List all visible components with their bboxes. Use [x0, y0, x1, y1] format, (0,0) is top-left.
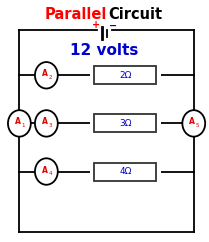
- Text: 4Ω: 4Ω: [119, 167, 131, 176]
- Bar: [94, 163, 156, 181]
- Text: A: A: [15, 117, 21, 127]
- Text: 1: 1: [21, 123, 25, 128]
- Text: Circuit: Circuit: [109, 7, 163, 22]
- Circle shape: [8, 110, 31, 137]
- Text: +: +: [92, 21, 100, 30]
- Bar: [94, 66, 156, 84]
- Bar: [182, 110, 205, 137]
- Bar: [35, 62, 58, 89]
- Text: A: A: [42, 117, 48, 127]
- Bar: [90, 66, 161, 84]
- Circle shape: [35, 62, 58, 89]
- Bar: [35, 158, 58, 185]
- Text: A: A: [42, 69, 48, 78]
- Bar: [90, 114, 161, 132]
- Text: 2: 2: [48, 75, 52, 80]
- Circle shape: [182, 110, 205, 137]
- Circle shape: [35, 158, 58, 185]
- Circle shape: [35, 110, 58, 137]
- Text: A: A: [42, 166, 48, 174]
- Text: 3: 3: [48, 123, 52, 128]
- Bar: [90, 163, 161, 181]
- Text: Parallel: Parallel: [44, 7, 107, 22]
- Bar: [8, 110, 31, 137]
- Text: −: −: [109, 21, 117, 30]
- Text: A: A: [189, 117, 195, 127]
- Text: 4: 4: [48, 171, 52, 176]
- Text: 2Ω: 2Ω: [119, 71, 131, 80]
- Text: 12 volts: 12 volts: [70, 43, 139, 58]
- Text: 3Ω: 3Ω: [119, 119, 131, 128]
- Text: 5: 5: [196, 123, 199, 128]
- Bar: [94, 114, 156, 132]
- Bar: [35, 110, 58, 137]
